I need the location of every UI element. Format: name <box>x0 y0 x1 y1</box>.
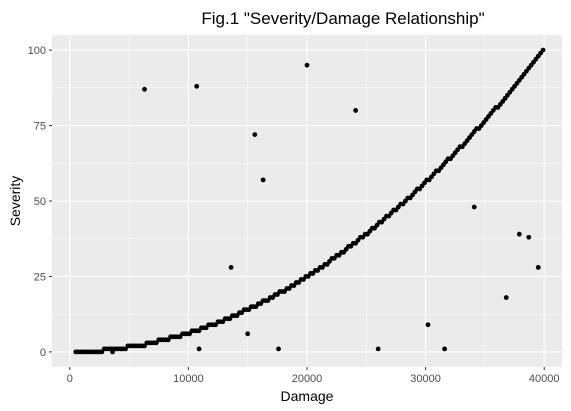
data-points <box>73 47 546 355</box>
scatter-point <box>535 265 541 270</box>
scatter-point <box>194 83 200 89</box>
scatter-point <box>110 349 115 355</box>
scatter-point <box>353 108 359 113</box>
x-tick-label: 30000 <box>410 373 441 385</box>
y-axis-tick-labels: 0 25 50 75 100 <box>28 45 46 359</box>
y-axis-ticks <box>49 49 52 353</box>
scatter-point <box>516 231 522 237</box>
curve-point <box>540 47 546 53</box>
scatter-point <box>304 62 310 68</box>
y-tick-label: 0 <box>40 347 46 359</box>
y-axis-title: Severity <box>7 176 23 227</box>
y-tick-label: 25 <box>34 271 46 283</box>
scatter-point <box>503 295 509 300</box>
scatter-point <box>425 322 431 328</box>
y-tick-label: 75 <box>34 121 46 133</box>
scatter-point <box>142 86 147 92</box>
scatter-point <box>526 234 532 240</box>
y-tick-label: 100 <box>28 45 46 57</box>
y-tick-label: 50 <box>34 196 46 208</box>
x-tick-label: 40000 <box>529 373 560 385</box>
scatter-point <box>228 265 234 270</box>
x-axis-title: Damage <box>281 388 334 404</box>
scatter-point <box>260 177 266 183</box>
scatter-point <box>471 204 477 210</box>
x-tick-label: 0 <box>67 373 73 385</box>
scatter-point <box>375 346 381 352</box>
chart-title: Fig.1 "Severity/Damage Relationship" <box>201 9 484 28</box>
scatter-point <box>196 346 202 352</box>
x-tick-label: 10000 <box>173 373 204 385</box>
scatter-point <box>252 132 258 138</box>
x-axis-ticks <box>69 367 545 370</box>
x-tick-label: 20000 <box>292 373 323 385</box>
scatter-point <box>245 331 251 337</box>
x-axis-tick-labels: 0 10000 20000 30000 40000 <box>67 373 560 385</box>
scatter-point <box>276 346 281 352</box>
scatter-point <box>442 346 447 352</box>
